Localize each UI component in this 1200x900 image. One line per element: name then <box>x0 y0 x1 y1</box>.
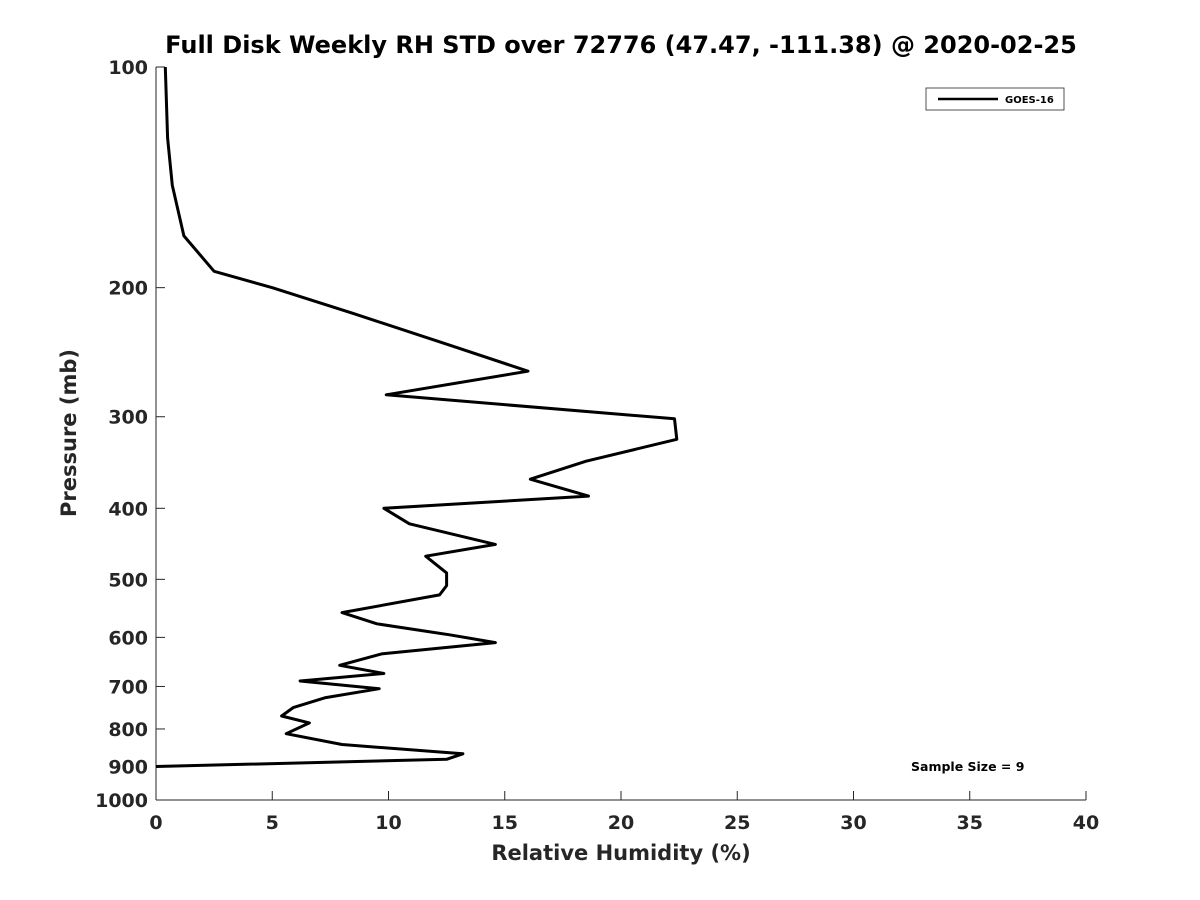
x-tick-label: 0 <box>149 812 162 834</box>
y-tick-label: 800 <box>108 719 148 741</box>
x-tick-label: 40 <box>1073 812 1099 834</box>
y-tick-label: 600 <box>108 627 148 649</box>
series-line-goes-16 <box>155 66 679 768</box>
x-tick-label: 15 <box>492 812 518 834</box>
y-tick-label: 400 <box>108 498 148 520</box>
x-tick-label: 20 <box>608 812 634 834</box>
x-tick-label: 25 <box>724 812 750 834</box>
plot-area <box>156 67 1086 800</box>
x-tick-label: 35 <box>957 812 983 834</box>
x-ticks: 0 5 10 15 20 25 30 35 40 <box>149 791 1099 834</box>
y-tick-label: 700 <box>108 676 148 698</box>
y-tick-label: 300 <box>108 407 148 429</box>
legend: GOES-16 <box>925 87 1065 111</box>
x-axis-label: Relative Humidity (%) <box>491 841 750 865</box>
y-tick-label: 1000 <box>95 790 148 812</box>
y-tick-label: 200 <box>108 278 148 300</box>
legend-label-goes-16: GOES-16 <box>1005 95 1054 106</box>
x-tick-label: 30 <box>840 812 866 834</box>
y-axis-label: Pressure (mb) <box>57 349 81 517</box>
y-tick-label: 900 <box>108 756 148 778</box>
series-layer <box>155 66 679 768</box>
x-tick-label: 5 <box>266 812 279 834</box>
x-tick-label: 10 <box>375 812 401 834</box>
chart-title: Full Disk Weekly RH STD over 72776 (47.4… <box>165 31 1077 59</box>
y-tick-label: 500 <box>108 569 148 591</box>
y-tick-label: 100 <box>108 57 148 79</box>
sample-size-annotation: Sample Size = 9 <box>911 759 1024 774</box>
y-ticks: 100 200 300 400 500 600 700 800 900 1000 <box>95 57 165 812</box>
